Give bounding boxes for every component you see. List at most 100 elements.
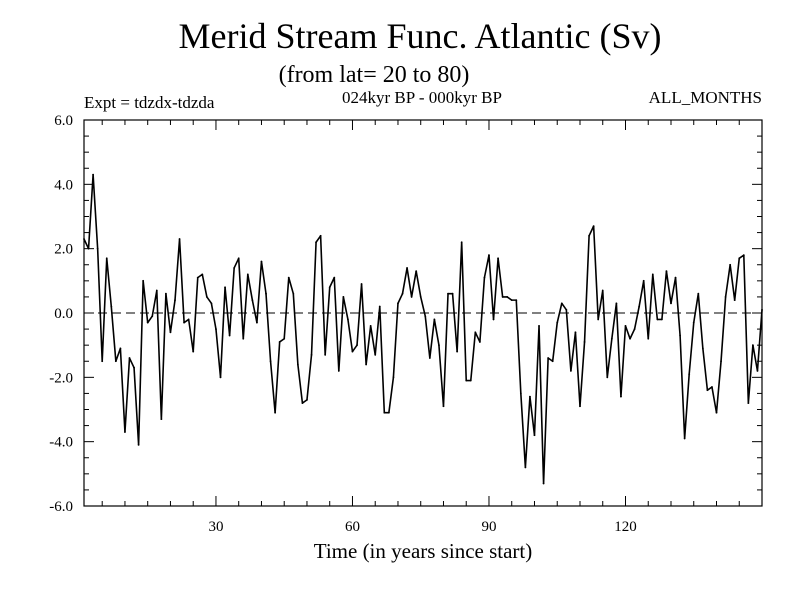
data-point [656, 318, 659, 321]
data-point [96, 247, 99, 250]
data-point [101, 360, 104, 363]
data-point [110, 305, 113, 308]
months-label: ALL_MONTHS [649, 88, 762, 107]
data-point [733, 299, 736, 302]
data-point [192, 350, 195, 353]
data-point [137, 443, 140, 446]
data-point [146, 321, 149, 324]
y-tick-label: 6.0 [54, 113, 73, 129]
data-point [724, 296, 727, 298]
data-point [410, 296, 413, 298]
data-point [351, 350, 354, 353]
data-point [469, 379, 472, 382]
data-point [237, 257, 240, 260]
data-point [524, 466, 527, 469]
data-point [356, 344, 358, 347]
data-point [92, 173, 94, 176]
data-point [465, 379, 468, 382]
data-point [688, 373, 691, 376]
data-point [547, 357, 550, 359]
data-points [83, 173, 763, 485]
y-tick-label: 0.0 [54, 306, 73, 322]
data-point [155, 289, 158, 292]
data-point [196, 276, 199, 279]
time-period-label: 024kyr BP - 000kyr BP [342, 88, 502, 107]
data-point [319, 234, 322, 237]
data-point [519, 392, 522, 395]
data-point [610, 337, 613, 340]
data-point [151, 315, 154, 318]
data-point [478, 341, 481, 343]
data-point [119, 347, 122, 350]
data-point [183, 321, 186, 324]
data-point [510, 299, 513, 302]
data-point [424, 315, 427, 318]
data-point [583, 341, 586, 343]
data-point [529, 395, 531, 398]
data-point [606, 376, 609, 379]
data-point [347, 318, 349, 321]
data-point [720, 360, 722, 363]
data-point [287, 276, 290, 279]
chart-title: Merid Stream Func. Atlantic (Sv) [179, 16, 662, 56]
data-point [533, 434, 536, 437]
data-point [360, 283, 363, 285]
data-point [679, 334, 681, 337]
plot-frame [83, 119, 763, 507]
data-point [265, 292, 267, 295]
x-tick-label: 120 [614, 519, 637, 535]
data-point [711, 386, 713, 388]
data-point [433, 318, 436, 321]
data-point [401, 292, 404, 295]
data-point [365, 363, 368, 366]
data-point [205, 296, 208, 298]
data-point [174, 299, 176, 302]
data-point [242, 337, 245, 340]
data-point [415, 270, 418, 273]
data-point [442, 405, 445, 408]
data-point [542, 482, 545, 485]
data-point [565, 308, 568, 311]
data-point [397, 302, 399, 305]
data-point [651, 273, 654, 276]
data-point [569, 370, 572, 372]
data-point [451, 292, 454, 295]
data-point [233, 267, 236, 269]
data-point [488, 254, 490, 256]
data-point [292, 292, 295, 295]
data-point [283, 337, 286, 340]
data-point [756, 370, 759, 372]
data-point [624, 324, 627, 327]
data-point [369, 324, 372, 327]
data-point [642, 279, 645, 282]
data-point [597, 318, 600, 321]
data-point [574, 331, 577, 334]
data-point [633, 328, 636, 330]
data-point [638, 305, 641, 308]
data-point [178, 238, 181, 240]
data-point [738, 257, 741, 260]
data-point [160, 418, 163, 421]
data-point [306, 398, 308, 401]
data-point [387, 411, 390, 414]
data-point [310, 353, 313, 356]
data-point [228, 334, 231, 337]
data-point [201, 273, 204, 276]
data-point [333, 276, 336, 279]
data-point [114, 360, 117, 363]
data-point [588, 234, 590, 237]
data-point [551, 360, 554, 363]
data-point [251, 299, 254, 302]
data-point [683, 437, 686, 440]
axis-tick-labels: -6.0 -4.0 -2.0 0.0 2.0 4.0 6.0 30 60 90 120 [49, 113, 636, 535]
data-point [342, 296, 345, 298]
data-point [301, 402, 304, 404]
data-point [538, 324, 540, 327]
x-tick-label: 90 [481, 519, 496, 535]
data-point [406, 267, 408, 269]
data-point [615, 302, 618, 305]
data-point [105, 257, 108, 260]
data-point [460, 241, 463, 244]
data-point [747, 402, 750, 404]
